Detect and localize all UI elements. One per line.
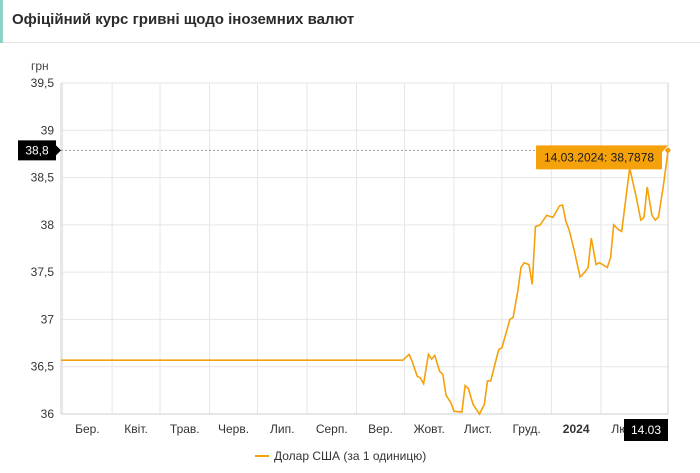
y-tick-label: 39 (41, 123, 55, 137)
y-axis: 36 36,5 37 37,5 38 38,5 39 39,5 (31, 76, 55, 421)
x-tick-label: Бер. (75, 422, 100, 436)
crosshair-y-badge-pointer (56, 145, 61, 156)
x-tick-label: Трав. (170, 422, 200, 436)
chart-grid (60, 82, 669, 415)
crosshair-x-label: 14.03 (631, 423, 661, 437)
y-tick-label: 38,5 (31, 171, 55, 185)
crosshair: 38,8 14.03 14.03.2024: 38,7878 (18, 140, 671, 441)
x-tick-label: Серп. (316, 422, 348, 436)
y-tick-label: 38 (41, 218, 55, 232)
y-tick-label: 36 (41, 407, 55, 421)
crosshair-point (665, 147, 671, 153)
page-title: Офіційний курс гривні щодо іноземних вал… (12, 11, 355, 28)
y-tick-label: 36,5 (31, 360, 55, 374)
header-accent-bar (0, 0, 3, 43)
crosshair-y-badge (18, 140, 56, 161)
tooltip-pointer (662, 145, 668, 153)
x-tick-label: Лип. (270, 422, 294, 436)
y-tick-label: 39,5 (31, 76, 55, 90)
x-tick-label: Черв. (218, 422, 249, 436)
y-axis-unit-label: грн (31, 59, 49, 73)
tooltip-box (536, 145, 662, 170)
chart-header: Офіційний курс гривні щодо іноземних вал… (0, 0, 700, 43)
exchange-rate-chart: 36 36,5 37 37,5 38 38,5 39 39,5 Бер. Квіт. Трав. Ч… (18, 59, 671, 463)
x-tick-label: Жовт. (414, 422, 445, 436)
crosshair-x-badge (624, 419, 668, 441)
series-line-usd[interactable] (61, 150, 669, 416)
x-tick-label: Груд. (512, 422, 540, 436)
y-tick-label: 37 (41, 312, 55, 326)
crosshair-y-label: 38,8 (25, 143, 49, 157)
y-tick-label: 37,5 (31, 265, 55, 279)
x-tick-label: Лист. (464, 422, 492, 436)
tooltip-text: 14.03.2024: 38,7878 (544, 150, 654, 164)
x-axis: Бер. Квіт. Трав. Черв. Лип. Серп. Вер. Жовт. Лис… (75, 422, 635, 436)
x-tick-label: Квіт. (124, 422, 148, 436)
x-tick-label: Вер. (368, 422, 393, 436)
legend-label-usd: Долар США (за 1 одиницю) (274, 449, 426, 463)
legend[interactable]: Долар США (за 1 одиницю) (255, 449, 426, 463)
x-tick-label: 2024 (563, 422, 590, 436)
